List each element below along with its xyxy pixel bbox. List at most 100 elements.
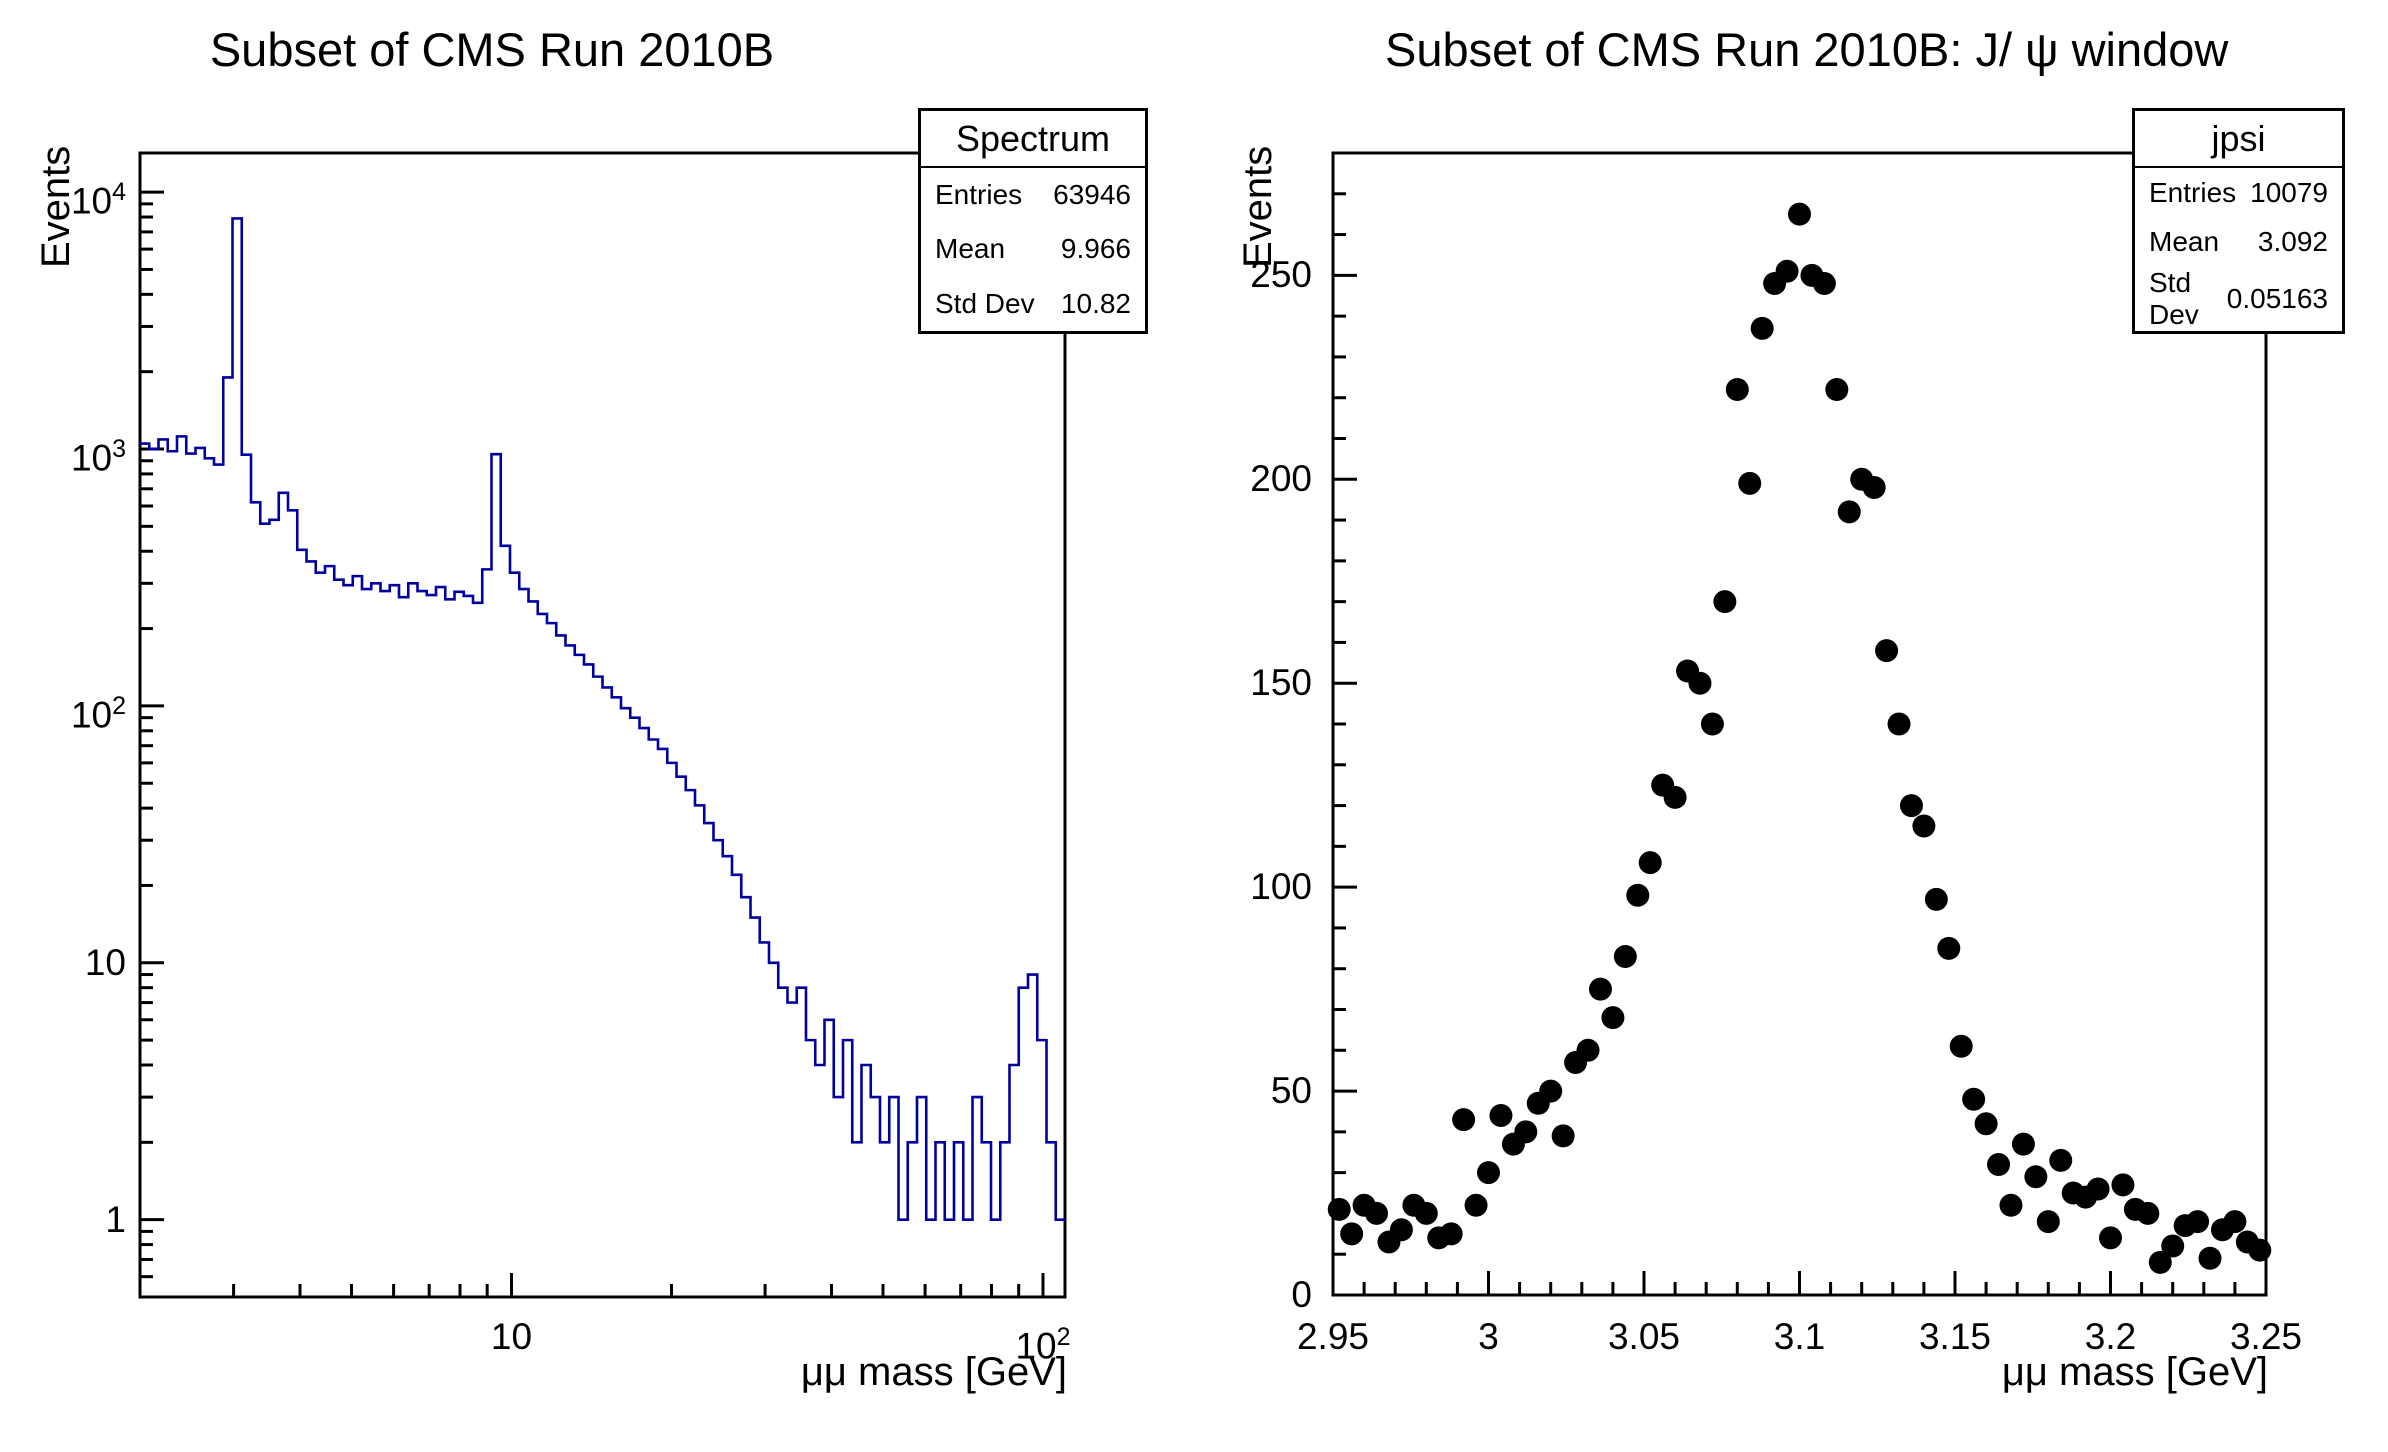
jpsi-stat-label: Std Dev	[2149, 267, 2199, 330]
spectrum-stat-value: 9.966	[1060, 233, 1131, 265]
jpsi-data-point	[2161, 1234, 2185, 1258]
jpsi-y-axis-title: Events	[1236, 145, 1280, 268]
jpsi-data-point	[1389, 1218, 1413, 1242]
spectrum-stat-label: Entries	[935, 179, 1023, 211]
jpsi-data-point	[2086, 1177, 2110, 1201]
jpsi-data-point	[2011, 1132, 2035, 1156]
jpsi-data-point	[1439, 1222, 1463, 1246]
spectrum-stat-row: Entries 63946	[921, 168, 1145, 222]
jpsi-data-point	[1862, 475, 1886, 499]
jpsi-stats-title: jpsi	[2135, 111, 2342, 168]
spectrum-y-tick-label: 103	[70, 435, 126, 479]
jpsi-data-point	[1452, 1108, 1476, 1132]
jpsi-y-tick-label: 200	[1250, 458, 1312, 500]
jpsi-x-axis-title: μμ mass [GeV]	[2001, 1350, 2268, 1394]
jpsi-stats-rows: Entries 10079 Mean 3.092 Std Dev 0.05163	[2135, 168, 2342, 331]
jpsi-data-point	[1713, 590, 1737, 614]
jpsi-data-point	[1775, 259, 1799, 283]
jpsi-data-point	[1340, 1222, 1364, 1246]
jpsi-stat-row: Std Dev 0.05163	[2135, 267, 2342, 331]
jpsi-data-point	[1962, 1087, 1986, 1111]
jpsi-data-point	[1539, 1079, 1563, 1103]
jpsi-data-point	[1812, 272, 1836, 296]
jpsi-data-point	[1576, 1038, 1600, 1062]
jpsi-data-point	[1825, 378, 1849, 402]
spectrum-stat-value: 10.82	[1060, 287, 1131, 319]
spectrum-y-tick-label: 104	[70, 178, 126, 222]
jpsi-data-point	[1638, 851, 1662, 875]
jpsi-x-tick-label: 3	[1478, 1316, 1499, 1357]
spectrum-stat-value: 63946	[1053, 179, 1131, 211]
jpsi-data-point	[1887, 712, 1911, 736]
spectrum-stat-row: Std Dev 10.82	[921, 277, 1145, 331]
jpsi-data-point	[1588, 977, 1612, 1001]
spectrum-y-tick-label: 10	[84, 941, 126, 983]
jpsi-data-point	[1924, 887, 1948, 911]
spectrum-frame	[138, 151, 1067, 1299]
jpsi-stat-value: 3.092	[2257, 226, 2328, 258]
jpsi-data-point	[1974, 1112, 1998, 1136]
jpsi-data-point	[1937, 936, 1961, 960]
jpsi-data-point	[1688, 671, 1712, 695]
jpsi-data-point	[1613, 944, 1637, 968]
jpsi-data-point	[1477, 1161, 1500, 1185]
jpsi-y-tick-label: 100	[1250, 866, 1312, 908]
spectrum-title: Subset of CMS Run 2010B	[209, 23, 775, 76]
spectrum-histogram-line	[140, 217, 1065, 1221]
jpsi-data-point	[2049, 1148, 2073, 1172]
jpsi-y-tick-label: 150	[1250, 662, 1312, 704]
jpsi-y-tick-label: 50	[1270, 1070, 1312, 1112]
spectrum-y-tick-label: 102	[70, 691, 126, 736]
jpsi-data-point	[1750, 316, 1774, 340]
jpsi-stat-value: 10079	[2250, 176, 2328, 208]
jpsi-x-tick-label: 3.05	[1607, 1316, 1680, 1357]
jpsi-x-tick-label: 3.15	[1918, 1316, 1991, 1357]
spectrum-stats-title: Spectrum	[921, 111, 1145, 168]
jpsi-stat-value: 0.05163	[2226, 283, 2328, 314]
jpsi-data-point	[1875, 639, 1899, 663]
jpsi-data-point	[1987, 1152, 2011, 1176]
jpsi-y-tick-label: 250	[1250, 254, 1312, 296]
jpsi-data-point	[2136, 1201, 2160, 1225]
jpsi-data-point	[1464, 1193, 1488, 1217]
jpsi-data-point	[1788, 202, 1811, 226]
jpsi-data-point	[1949, 1034, 1973, 1058]
jpsi-data-point	[2223, 1210, 2247, 1234]
jpsi-data-point	[2148, 1250, 2172, 1274]
jpsi-data-point	[1601, 1006, 1625, 1030]
spectrum-stats-rows: Entries 63946 Mean 9.966 Std Dev 10.82	[921, 168, 1145, 331]
spectrum-x-axis-title: μμ mass [GeV]	[800, 1350, 1067, 1394]
jpsi-data-point	[1489, 1104, 1513, 1128]
jpsi-y-tick-label: 0	[1291, 1274, 1312, 1315]
jpsi-title: Subset of CMS Run 2010B: J/ ψ window	[1385, 23, 2229, 76]
jpsi-data-point	[1514, 1120, 1538, 1144]
jpsi-data-point	[1626, 883, 1650, 907]
jpsi-data-point	[1365, 1201, 1389, 1225]
spectrum-y-tick-label: 1	[105, 1198, 126, 1240]
jpsi-data-point	[1663, 785, 1687, 809]
jpsi-stats-box: jpsi Entries 10079 Mean 3.092 Std Dev 0.05163	[2132, 108, 2345, 334]
jpsi-data-point	[1837, 500, 1861, 524]
jpsi-data-point	[1414, 1201, 1438, 1225]
jpsi-stat-label: Entries	[2149, 176, 2237, 208]
jpsi-x-tick-label: 2.95	[1296, 1316, 1369, 1357]
jpsi-stat-row: Entries 10079	[2135, 168, 2342, 218]
jpsi-data-point	[1327, 1197, 1351, 1221]
jpsi-data-point	[1738, 471, 1762, 495]
jpsi-data-point	[2198, 1246, 2222, 1270]
spectrum-x-tick-label: 102	[1015, 1323, 1071, 1367]
jpsi-data-point	[1551, 1124, 1575, 1148]
spectrum-stat-label: Std Dev	[935, 287, 1035, 319]
jpsi-data-point	[2248, 1238, 2272, 1262]
jpsi-stat-label: Mean	[2149, 226, 2220, 258]
jpsi-data-point	[2099, 1226, 2122, 1250]
jpsi-stat-row: Mean 3.092	[2135, 218, 2342, 268]
jpsi-data-point	[2024, 1165, 2048, 1189]
jpsi-data-point	[2186, 1210, 2210, 1234]
jpsi-x-tick-label: 3.1	[1773, 1316, 1826, 1357]
spectrum-stats-box: Spectrum Entries 63946 Mean 9.966 Std Dev 10.…	[918, 108, 1148, 334]
jpsi-x-tick-label: 3.25	[2229, 1316, 2302, 1357]
jpsi-data-point	[2111, 1173, 2135, 1197]
